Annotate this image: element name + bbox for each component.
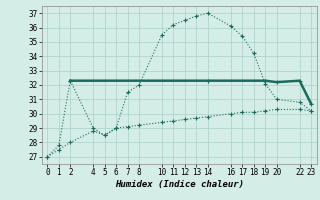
X-axis label: Humidex (Indice chaleur): Humidex (Indice chaleur) bbox=[115, 180, 244, 189]
